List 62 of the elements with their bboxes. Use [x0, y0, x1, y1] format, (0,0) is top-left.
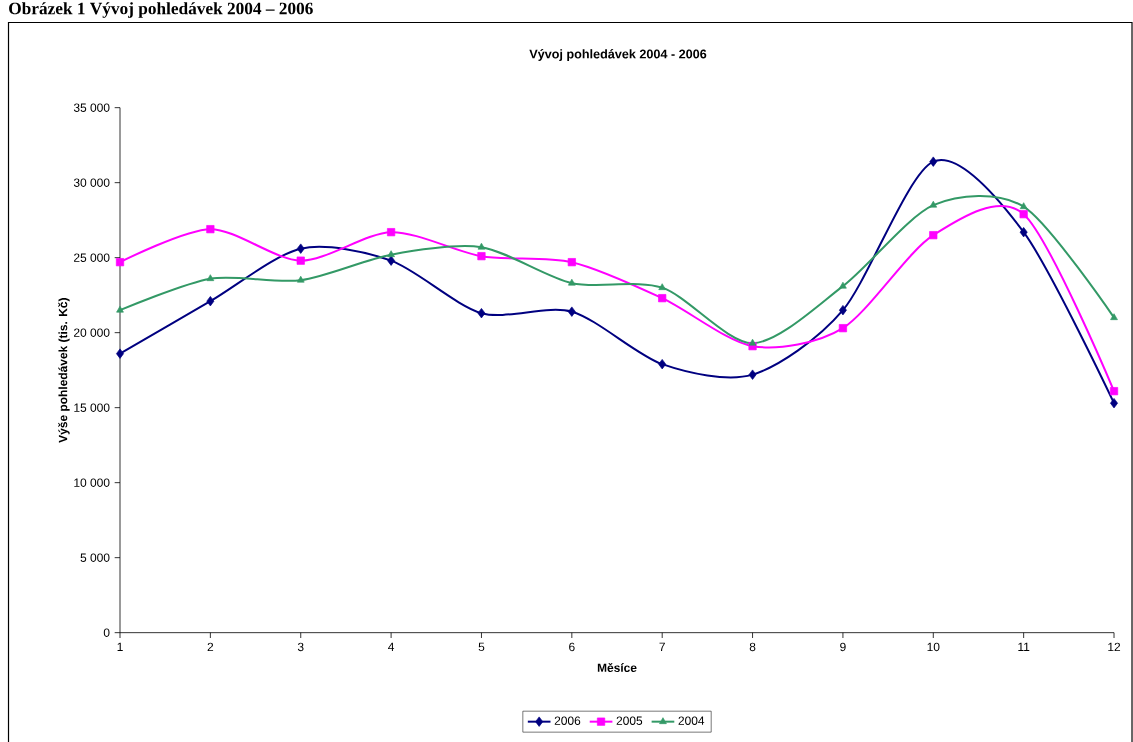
point: [115, 258, 125, 267]
x-tick-label: 1: [117, 642, 123, 651]
point: [929, 200, 938, 208]
point: [1019, 210, 1028, 219]
y-tick-label: 0: [103, 628, 110, 637]
x-axis-title: Měsíce: [597, 662, 637, 672]
y-tick-label: 25 000: [74, 253, 110, 262]
legend-label: 2006: [554, 716, 581, 725]
point: [206, 274, 215, 281]
point: [1019, 202, 1028, 209]
point: [839, 281, 847, 289]
point: [477, 308, 486, 319]
y-tick-label: 10 000: [74, 478, 110, 487]
point: [568, 278, 576, 286]
point: [567, 306, 576, 317]
y-tick-label: 20 000: [74, 328, 110, 337]
y-tick-label: 5 000: [80, 553, 110, 562]
x-tick-label: 5: [478, 642, 485, 652]
y-axis-title: Výše pohledávek (tis. Kč): [58, 298, 70, 443]
x-tick-label: 2: [207, 642, 214, 652]
point: [387, 228, 396, 237]
point: [1110, 398, 1118, 409]
x-tick-label: 4: [388, 642, 395, 651]
point: [116, 348, 124, 359]
x-tick-label: 11: [1018, 642, 1030, 651]
legend-label: 2005: [616, 716, 643, 725]
point: [838, 324, 847, 333]
point: [387, 255, 396, 266]
point: [658, 294, 667, 303]
point: [477, 252, 486, 261]
point: [387, 250, 395, 257]
point: [296, 256, 305, 265]
point: [296, 243, 305, 254]
point: [477, 242, 486, 250]
text: Obrázek 1 Vývoj pohledávek 2004 – 2006: [9, 2, 313, 18]
point: [658, 283, 666, 290]
legend-label: 2004: [678, 716, 705, 725]
x-tick-label: 6: [569, 642, 575, 652]
point: [1019, 227, 1028, 238]
y-tick-label: 15 000: [74, 403, 110, 412]
x-tick-label: 12: [1108, 642, 1121, 652]
x-tick-label: 8: [749, 642, 756, 652]
chart-title: Vývoj pohledávek 2004 - 2006: [529, 49, 707, 61]
point: [929, 156, 938, 167]
point: [206, 225, 215, 234]
point: [839, 305, 847, 316]
x-tick-label: 9: [840, 642, 846, 652]
point: [1109, 387, 1119, 396]
point: [296, 275, 305, 283]
y-tick-label: 35 000: [73, 103, 110, 112]
y-tick-label: 30 000: [73, 178, 110, 187]
x-tick-label: 7: [659, 642, 665, 651]
point: [658, 359, 667, 370]
point: [206, 296, 215, 307]
point: [116, 305, 124, 313]
point: [567, 258, 576, 267]
x-tick-label: 3: [297, 642, 304, 652]
point: [748, 338, 757, 346]
point: [929, 231, 938, 240]
x-tick-label: 10: [927, 642, 940, 652]
point: [748, 369, 757, 380]
point: [1110, 313, 1118, 320]
